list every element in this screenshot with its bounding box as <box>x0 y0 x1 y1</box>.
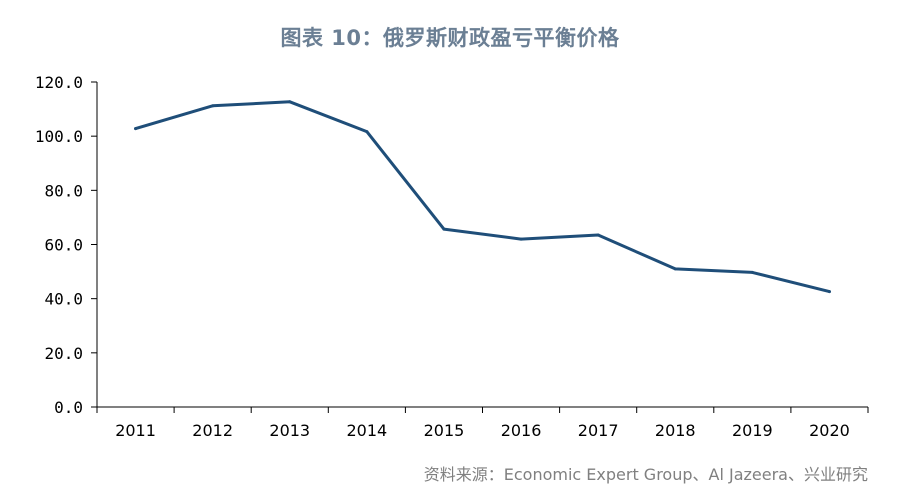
data-point-2016 <box>519 237 523 241</box>
chart-title: 图表 10：俄罗斯财政盈亏平衡价格 <box>280 26 620 50</box>
y-tick-label: 40.0 <box>44 290 83 309</box>
y-tick-label: 80.0 <box>44 181 83 200</box>
data-point-2020 <box>827 290 831 294</box>
x-axis-ticks: 2011 2012 2013 2014 2015 2016 2017 2018 2019 2020 <box>96 407 869 440</box>
x-tick-label: 2020 <box>809 421 850 440</box>
y-axis-ticks: 0.0 20.0 40.0 60.0 80.0 100.0 120.0 <box>35 73 97 417</box>
y-tick-label: 100.0 <box>35 127 83 146</box>
series-points <box>134 100 831 294</box>
x-tick-label: 2019 <box>732 421 773 440</box>
y-tick-label: 120.0 <box>35 73 83 92</box>
x-tick-label: 2014 <box>346 421 387 440</box>
y-tick-label: 60.0 <box>44 236 83 255</box>
x-tick-label: 2017 <box>578 421 619 440</box>
x-tick-label: 2015 <box>424 421 465 440</box>
data-point-2018 <box>673 267 677 271</box>
data-point-2019 <box>750 270 754 274</box>
x-tick-label: 2011 <box>115 421 156 440</box>
data-point-2014 <box>365 130 369 134</box>
data-point-2011 <box>134 127 138 131</box>
data-point-2012 <box>211 104 215 108</box>
data-point-2017 <box>596 233 600 237</box>
data-point-2015 <box>442 227 446 231</box>
source-note: 资料来源：Economic Expert Group、Al Jazeera、兴业… <box>423 465 868 484</box>
y-tick-label: 0.0 <box>54 398 83 417</box>
x-tick-label: 2013 <box>269 421 310 440</box>
x-tick-label: 2012 <box>192 421 233 440</box>
y-tick-label: 20.0 <box>44 344 83 363</box>
data-point-2013 <box>288 100 292 104</box>
x-tick-label: 2018 <box>655 421 696 440</box>
x-tick-label: 2016 <box>501 421 542 440</box>
series-line <box>134 100 831 294</box>
axes <box>96 82 868 408</box>
